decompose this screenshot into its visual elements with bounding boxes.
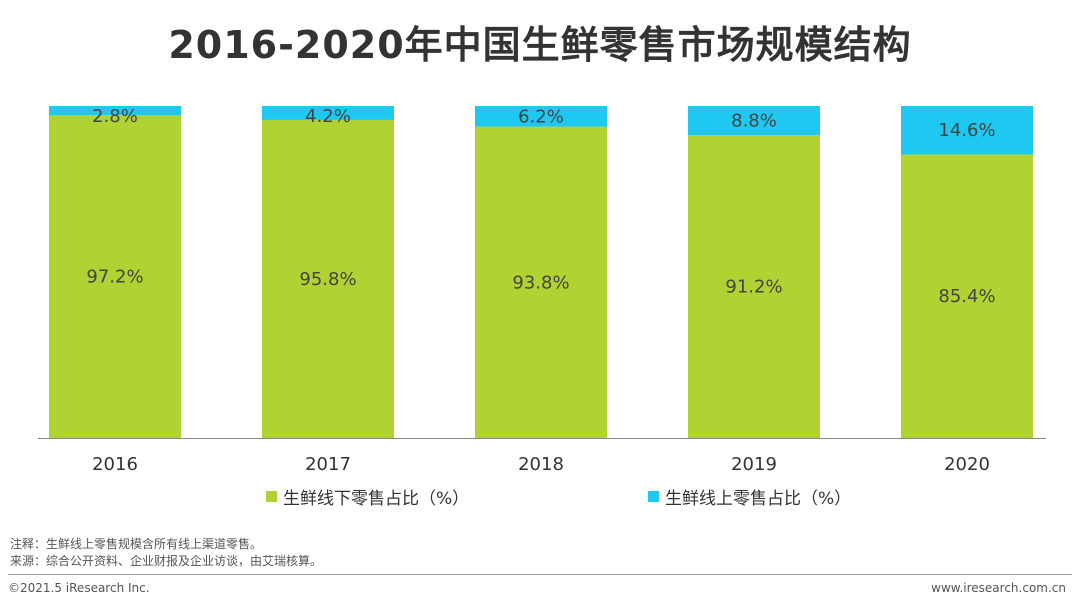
legend-item-online: 生鲜线上零售占比（%）	[648, 484, 851, 509]
bar-online-2020	[901, 106, 1033, 155]
x-tick-label-2019: 2019	[731, 454, 777, 475]
bar-online-2016	[49, 106, 181, 116]
x-tick-label-2017: 2017	[305, 454, 351, 475]
bar-offline-2019	[688, 135, 820, 438]
bar-offline-2018	[475, 126, 607, 439]
data-label-online-2017: 4.2%	[305, 106, 351, 127]
data-label-offline-2019: 91.2%	[725, 277, 782, 298]
notes: 注释：生鲜线上零售规模含所有线上渠道零售。 来源：综合公开资料、企业财报及企业访…	[10, 536, 322, 570]
data-label-online-2016: 2.8%	[92, 106, 138, 127]
bar-offline-2016	[49, 115, 181, 439]
footer-divider	[8, 574, 1072, 575]
stacked-bar-chart: 97.2% 2.8% 2016 95.8% 4.2% 2017 93.8% 6.2% 2018 9…	[38, 106, 1046, 475]
legend-label-offline: 生鲜线下零售占比（%）	[283, 489, 470, 509]
data-label-online-2019: 8.8%	[731, 111, 777, 132]
bar-online-2019	[688, 106, 820, 136]
source-line: 来源：综合公开资料、企业财报及企业访谈，由艾瑞核算。	[10, 554, 323, 568]
chart-title: 2016-2020年中国生鲜零售市场规模结构	[168, 23, 912, 67]
data-label-offline-2017: 95.8%	[299, 269, 356, 290]
x-tick-label-2020: 2020	[944, 454, 990, 475]
data-label-offline-2020: 85.4%	[938, 286, 995, 307]
legend: 生鲜线下零售占比（%） 生鲜线上零售占比（%）	[0, 484, 1080, 509]
x-tick-label-2016: 2016	[92, 454, 138, 475]
legend-swatch-online	[648, 491, 659, 502]
footer-website[interactable]: www.iresearch.com.cn	[931, 581, 1066, 595]
footer-copyright: ©2021.5 iResearch Inc.	[8, 581, 150, 595]
bar-offline-2017	[262, 119, 394, 438]
data-label-offline-2016: 97.2%	[86, 267, 143, 288]
legend-item-offline: 生鲜线下零售占比（%）	[266, 484, 469, 509]
data-label-offline-2018: 93.8%	[512, 272, 569, 293]
x-tick-label-2018: 2018	[518, 454, 564, 475]
note-line: 注释：生鲜线上零售规模含所有线上渠道零售。	[10, 537, 263, 551]
legend-label-online: 生鲜线上零售占比（%）	[665, 489, 852, 509]
data-label-online-2018: 6.2%	[518, 106, 564, 127]
data-label-online-2020: 14.6%	[938, 120, 995, 141]
legend-swatch-offline	[266, 491, 277, 502]
bar-online-2018	[475, 106, 607, 127]
bar-online-2017	[262, 106, 394, 120]
bar-offline-2020	[901, 154, 1033, 439]
